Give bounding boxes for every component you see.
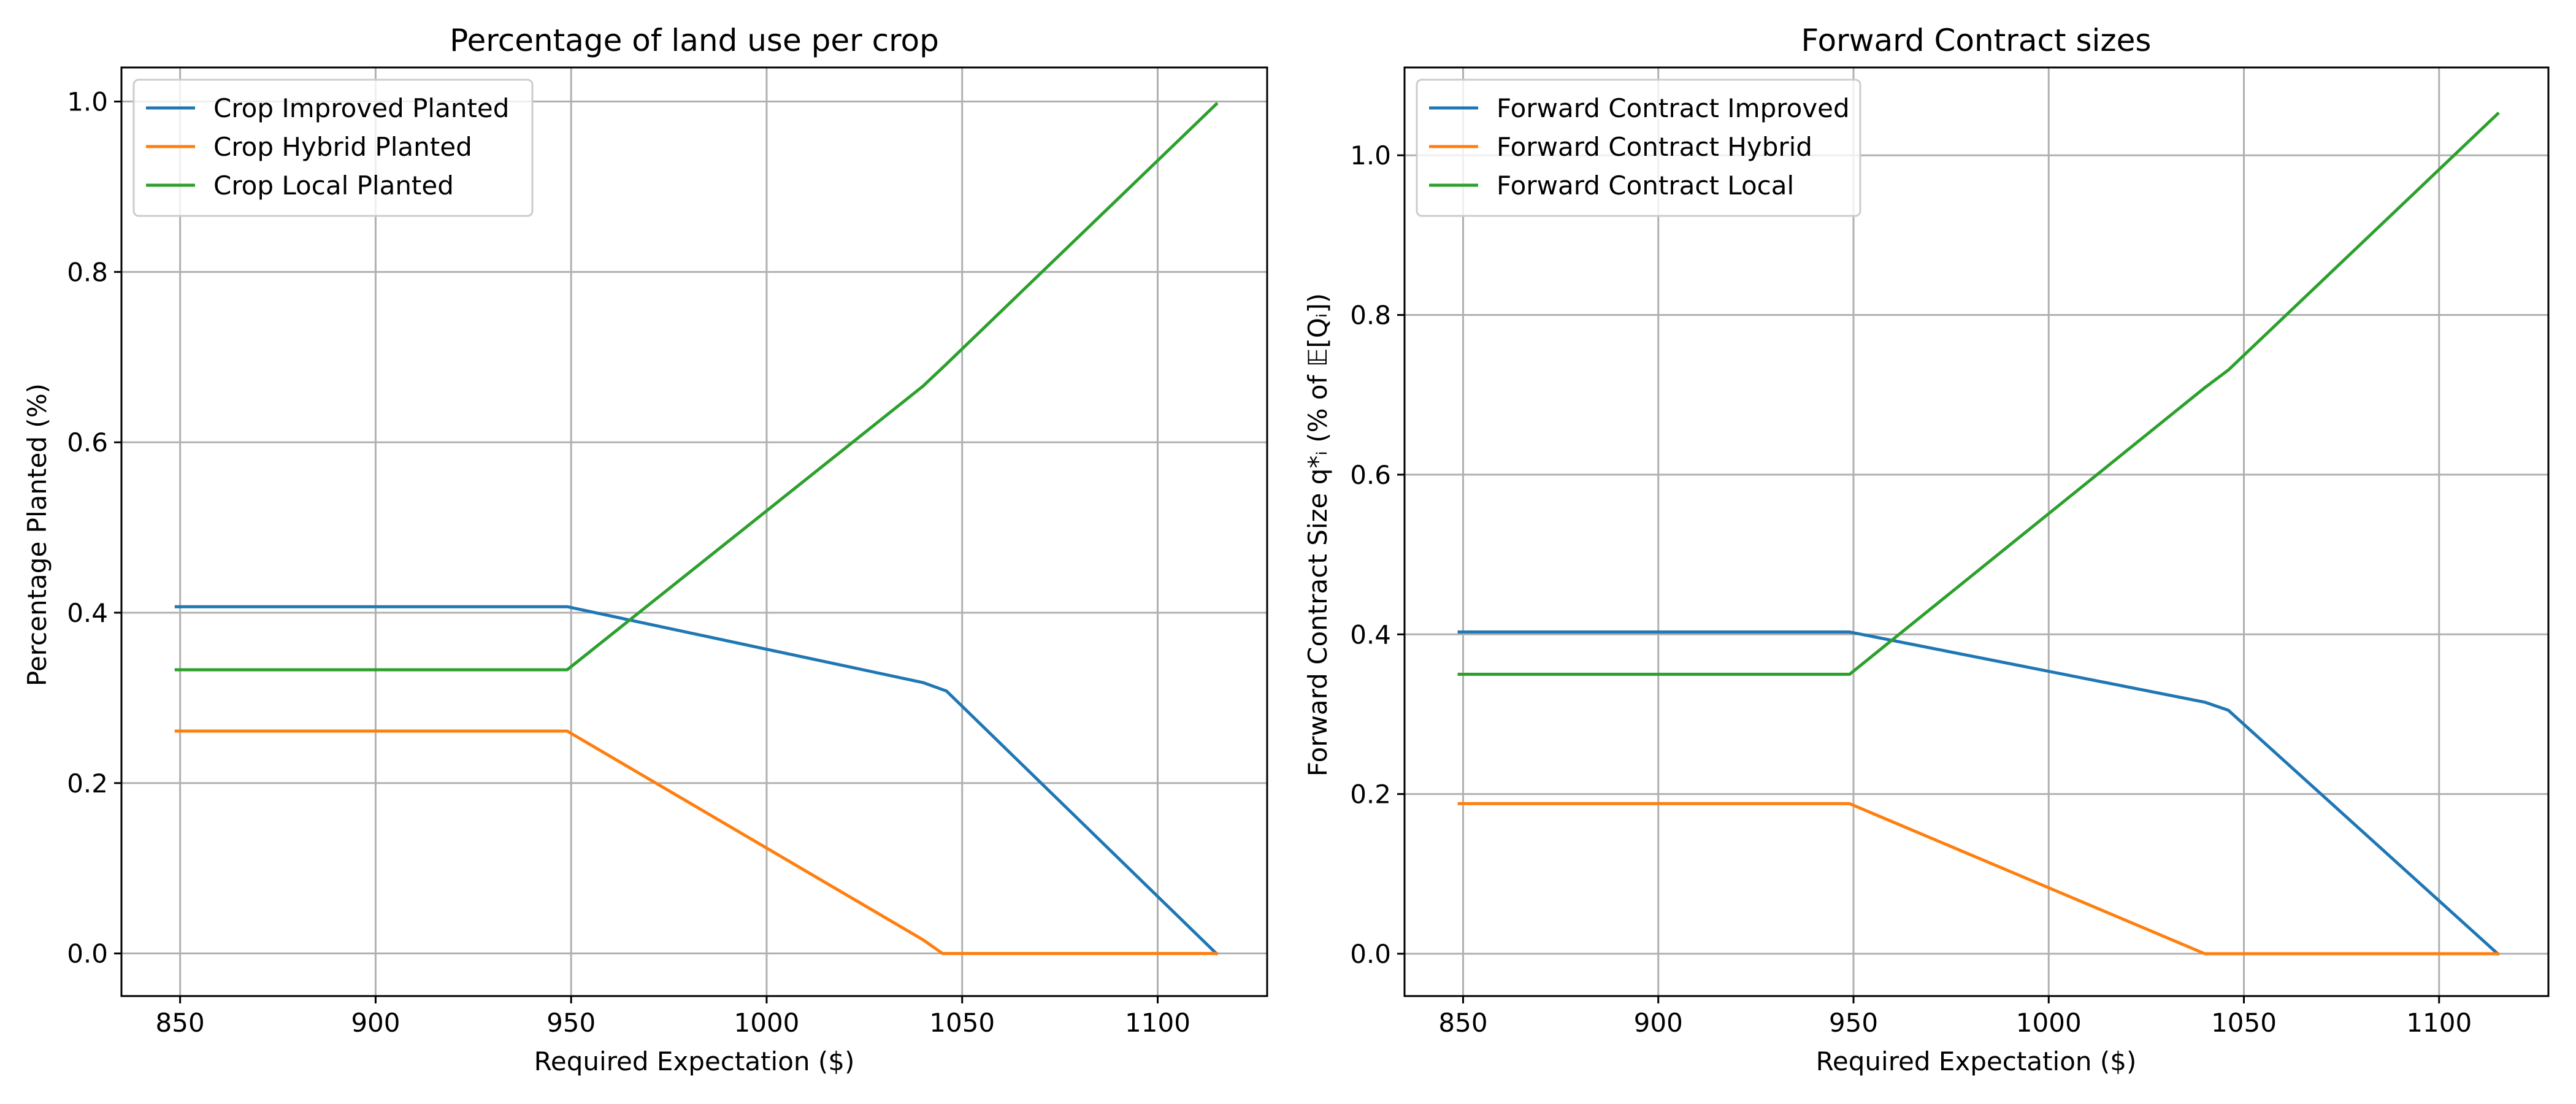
legend-label: Forward Contract Improved xyxy=(1497,93,1850,123)
x-tick-label: 1100 xyxy=(2406,1008,2472,1038)
x-tick-label: 950 xyxy=(546,1008,596,1038)
x-tick-label: 1050 xyxy=(929,1008,995,1038)
chart-title: Percentage of land use per crop xyxy=(450,23,939,58)
x-tick-label: 1100 xyxy=(1125,1008,1190,1038)
y-tick-label: 0.0 xyxy=(1350,939,1391,969)
legend-box xyxy=(132,79,534,217)
y-axis-label: Percentage Planted (%) xyxy=(22,383,52,686)
chart-forward-contract: Forward Contract sizes 850 900 950 1000 1050… xyxy=(1303,23,2550,1076)
chart-title: Forward Contract sizes xyxy=(1801,23,2152,58)
series-line xyxy=(174,729,1218,956)
y-tick-label: 0.8 xyxy=(67,257,108,287)
x-tick-label: 1000 xyxy=(2016,1008,2082,1038)
legend-label: Crop Hybrid Planted xyxy=(213,132,472,162)
y-tick-label: 0.6 xyxy=(67,427,108,458)
legend-label: Crop Improved Planted xyxy=(213,93,509,123)
chart-land-use: Percentage of land use per crop 850 900 95… xyxy=(22,23,1268,1076)
y-tick-label: 1.0 xyxy=(1350,140,1391,171)
plot-area: 850 900 950 1000 1050 1100 0.0 0.2 0.4 0.6 0.8 1.0 C… xyxy=(67,66,1268,1038)
y-tick-label: 1.0 xyxy=(67,87,108,117)
y-tick-label: 0.2 xyxy=(1350,780,1391,810)
x-tick-label: 850 xyxy=(1438,1008,1487,1038)
series-line xyxy=(174,102,1219,672)
x-tick-label: 900 xyxy=(1634,1008,1683,1038)
x-tick-label: 1000 xyxy=(734,1008,800,1038)
x-axis-label: Required Expectation ($) xyxy=(1816,1046,2137,1076)
x-tick-label: 850 xyxy=(156,1008,205,1038)
y-tick-label: 0.6 xyxy=(1350,460,1391,490)
x-tick-label: 950 xyxy=(1829,1008,1878,1038)
y-tick-label: 0.4 xyxy=(67,598,108,628)
x-tick-label: 900 xyxy=(351,1008,400,1038)
y-axis-label: Forward Contract Size q*ᵢ (% of 𝔼[Qᵢ]) xyxy=(1303,293,1333,776)
series-line xyxy=(1457,111,2500,676)
x-tick-label: 1050 xyxy=(2211,1008,2277,1038)
legend-label: Forward Contract Hybrid xyxy=(1497,132,1812,162)
series-line xyxy=(1457,630,2500,956)
series-line xyxy=(174,605,1219,956)
series-line xyxy=(1457,802,2499,956)
x-axis-label: Required Expectation ($) xyxy=(534,1046,855,1076)
axes-frame xyxy=(1403,66,2550,997)
y-tick-label: 0.4 xyxy=(1350,619,1391,650)
y-tick-label: 0.8 xyxy=(1350,301,1391,331)
legend-label: Forward Contract Local xyxy=(1497,171,1794,201)
y-tick-label: 0.0 xyxy=(67,939,108,969)
y-tick-label: 0.2 xyxy=(67,769,108,799)
plot-area: 850 900 950 1000 1050 1100 0.0 0.2 0.4 0.6 0.8 1.0 F… xyxy=(1350,66,2550,1038)
legend-label: Crop Local Planted xyxy=(213,171,454,201)
legend-box xyxy=(1416,79,1861,217)
axes-frame xyxy=(120,66,1268,997)
